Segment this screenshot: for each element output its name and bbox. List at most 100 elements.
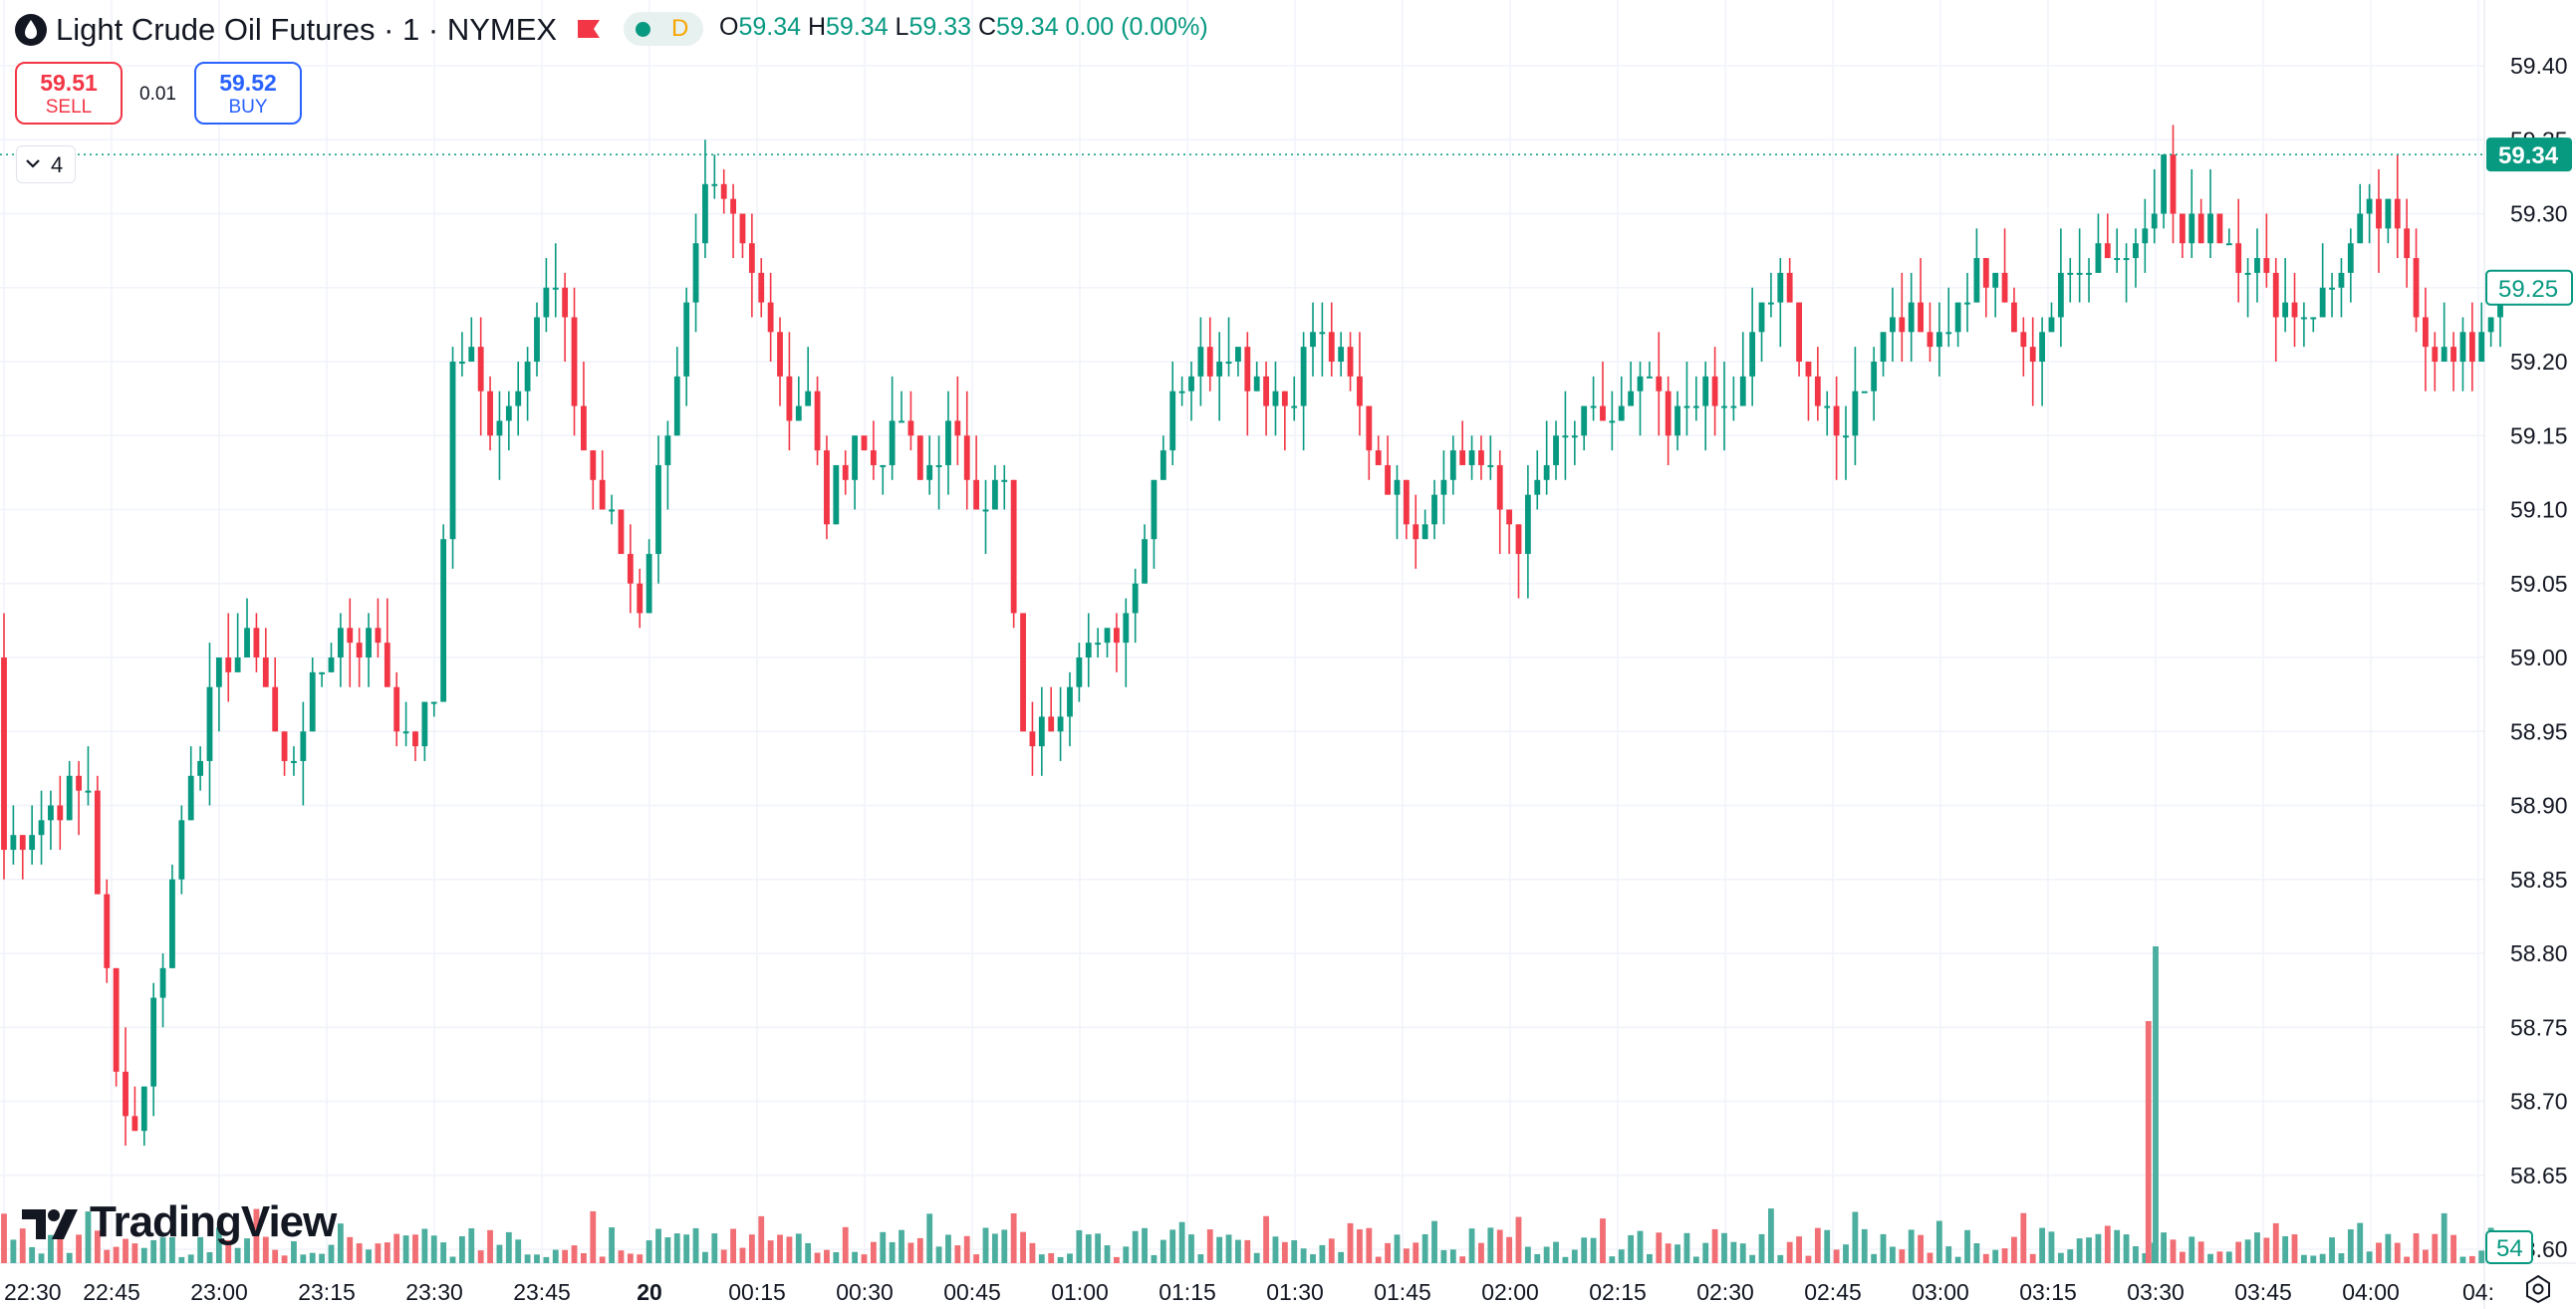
volume-bar bbox=[1786, 1241, 1793, 1263]
volume-bar bbox=[2441, 1212, 2447, 1263]
candle-body bbox=[309, 671, 316, 732]
volume-bar bbox=[2142, 1252, 2149, 1263]
volume-bar bbox=[2404, 1256, 2411, 1263]
candle-body bbox=[1169, 391, 1176, 451]
volume-bar bbox=[2291, 1234, 2298, 1263]
volume-bar bbox=[1328, 1238, 1335, 1263]
candle-body bbox=[562, 287, 569, 318]
candle-body bbox=[1347, 347, 1354, 377]
volume-bar bbox=[85, 1211, 92, 1263]
tradingview-logo-icon bbox=[22, 1209, 78, 1240]
candle-body bbox=[599, 479, 606, 510]
price-tick-label: 59.05 bbox=[2510, 571, 2568, 597]
candle-body bbox=[2329, 287, 2335, 290]
volume-bar bbox=[169, 1236, 175, 1263]
candle-body bbox=[1244, 347, 1251, 392]
candle-body bbox=[1421, 524, 1428, 540]
volume-bar bbox=[291, 1241, 297, 1263]
candle-body bbox=[1600, 405, 1606, 421]
candle-body bbox=[384, 643, 390, 687]
volume-bar bbox=[618, 1250, 625, 1263]
volume-bar bbox=[131, 1243, 138, 1263]
candle-body bbox=[140, 1086, 147, 1132]
time-tick-label: 23:30 bbox=[405, 1279, 463, 1305]
candle-body bbox=[1674, 405, 1680, 436]
volume-bar bbox=[1899, 1249, 1906, 1263]
candle-body bbox=[692, 243, 699, 303]
volume-bar bbox=[814, 1252, 821, 1263]
candle-body bbox=[1628, 391, 1635, 406]
time-tick-label: 03:30 bbox=[2127, 1279, 2185, 1305]
candle-body bbox=[1375, 450, 1382, 465]
candle-body bbox=[1982, 258, 1989, 288]
volume-bar bbox=[1169, 1229, 1176, 1263]
candle-body bbox=[2319, 287, 2326, 318]
volume-bar bbox=[123, 1238, 129, 1263]
volume-bar bbox=[1683, 1232, 1690, 1263]
volume-bar bbox=[824, 1249, 830, 1263]
buy-button[interactable]: 59.52 BUY bbox=[194, 62, 302, 125]
volume-bar bbox=[515, 1239, 522, 1263]
indicators-toggle-button[interactable]: 4 bbox=[16, 145, 76, 183]
volume-bar bbox=[2123, 1234, 2130, 1263]
candle-body bbox=[2133, 243, 2139, 259]
candle-body bbox=[861, 435, 868, 451]
volume-bar bbox=[916, 1237, 923, 1263]
price-axis[interactable]: 59.4059.3559.3059.2559.2059.1559.1059.05… bbox=[2510, 53, 2568, 1262]
volume-bar bbox=[1927, 1252, 1933, 1263]
candle-body bbox=[2057, 272, 2064, 318]
volume-bar bbox=[375, 1243, 382, 1263]
time-tick-label: 03:00 bbox=[1912, 1279, 1969, 1305]
volume-bar bbox=[1618, 1249, 1625, 1263]
volume-bar bbox=[1394, 1234, 1401, 1263]
settings-icon[interactable] bbox=[2526, 1274, 2550, 1304]
candle-body bbox=[1403, 479, 1410, 525]
volume-label: 54 bbox=[2496, 1235, 2523, 1262]
time-tick-label: 22:45 bbox=[83, 1279, 140, 1305]
candle-body bbox=[1562, 435, 1569, 438]
volume-bar bbox=[366, 1249, 372, 1263]
candle-body bbox=[281, 731, 288, 761]
flag-icon[interactable] bbox=[576, 18, 602, 42]
candle-body bbox=[1814, 376, 1821, 406]
candle-body bbox=[2216, 213, 2223, 244]
candle-body bbox=[2282, 302, 2289, 318]
time-axis[interactable]: 22:30 22:45 23:00 23:15 23:30 23:45 20 00:15 00:… bbox=[4, 1279, 2494, 1305]
volume-bar bbox=[2254, 1232, 2260, 1263]
candle-body bbox=[758, 272, 765, 303]
candle-body bbox=[10, 835, 17, 851]
candle-body bbox=[2376, 198, 2382, 229]
candle-body bbox=[2357, 213, 2364, 244]
volume-bar bbox=[10, 1239, 17, 1263]
symbol-title[interactable]: Light Crude Oil Futures · 1 · NYMEX bbox=[56, 12, 558, 47]
candle-body bbox=[421, 701, 428, 747]
time-tick-label: 01:00 bbox=[1051, 1279, 1109, 1305]
candle-body bbox=[2170, 154, 2177, 214]
candle-body bbox=[366, 628, 372, 657]
market-status-pill[interactable]: D bbox=[624, 12, 703, 46]
candle-body bbox=[1394, 479, 1401, 495]
volume-spike-bar bbox=[2153, 946, 2159, 1263]
volume-bar bbox=[253, 1208, 260, 1263]
volume-bar bbox=[1656, 1232, 1663, 1263]
volume-bar bbox=[1159, 1239, 1166, 1263]
candle-body bbox=[1908, 302, 1915, 333]
volume-bar bbox=[2423, 1249, 2429, 1263]
candle-body bbox=[627, 554, 634, 584]
volume-bar bbox=[1515, 1216, 1522, 1263]
price-tick-label: 58.80 bbox=[2510, 940, 2568, 966]
candle-body bbox=[1319, 332, 1326, 335]
price-tick-label: 59.00 bbox=[2510, 645, 2568, 670]
candle-body bbox=[150, 997, 157, 1087]
symbol-header[interactable]: Light Crude Oil Futures · 1 · NYMEX bbox=[14, 10, 557, 50]
volume-bar bbox=[1880, 1233, 1887, 1263]
volume-bar bbox=[1319, 1244, 1326, 1263]
volume-bar bbox=[1038, 1254, 1045, 1263]
candle-body bbox=[1291, 405, 1298, 408]
candle-body bbox=[1095, 643, 1102, 646]
tradingview-logo[interactable]: TradingView bbox=[22, 1197, 337, 1247]
sell-button[interactable]: 59.51 SELL bbox=[15, 62, 123, 125]
candle-body bbox=[1478, 450, 1484, 465]
candle-body bbox=[1020, 613, 1026, 732]
